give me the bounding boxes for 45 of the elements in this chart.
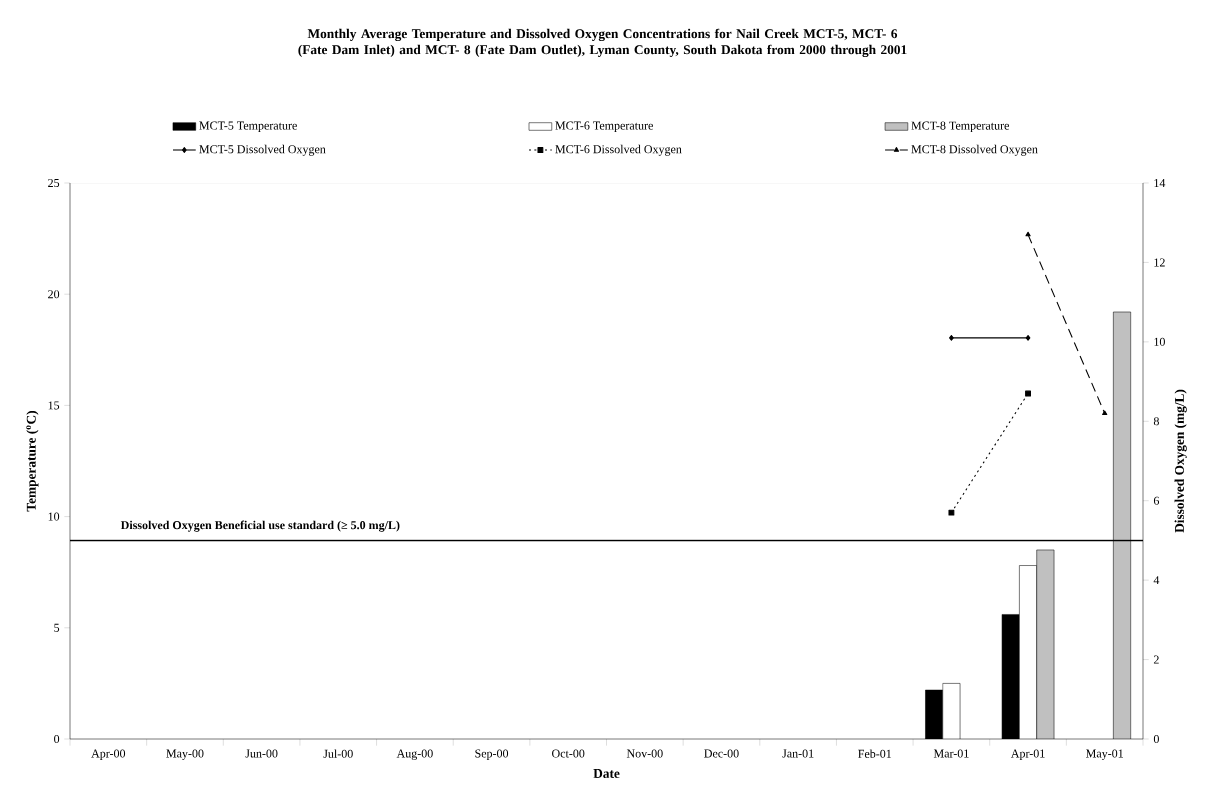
point bbox=[948, 509, 955, 516]
y2-tick-label: 0 bbox=[1153, 734, 1159, 744]
x-tick-label: Oct-00 bbox=[552, 749, 585, 758]
legend-label: MCT-5 Dissolved Oxygen bbox=[199, 144, 326, 156]
y2-tick-label: 8 bbox=[1153, 417, 1159, 426]
y-tick-label: 25 bbox=[48, 178, 60, 188]
y2-tick-label: 4 bbox=[1153, 576, 1160, 585]
x-tick-label: Jan-01 bbox=[782, 749, 814, 758]
x-tick-label: Apr-00 bbox=[91, 749, 126, 760]
y2-tick-label: 6 bbox=[1153, 496, 1160, 505]
ref-line-label: Dissolved Oxygen Beneficial use standard (≥ 5.0 mg/L) bbox=[120, 520, 400, 532]
legend-label: MCT-8 Dissolved Oxygen bbox=[911, 144, 1038, 156]
bar bbox=[1036, 549, 1055, 739]
x-tick-label: Feb-01 bbox=[858, 749, 892, 758]
y2-tick-label: 2 bbox=[1153, 655, 1159, 664]
y-tick-label: 20 bbox=[48, 290, 60, 299]
x-tick-label: Apr-01 bbox=[1010, 749, 1045, 760]
legend-label: MCT-6 Dissolved Oxygen bbox=[555, 144, 682, 156]
chart-title: Monthly Average Temperature and Dissolved Oxygen Concentrations for Nail Creek MCT-5, MCT- 6 (Fate Dam Inlet) and MCT- 8 (Fate Dam Outlet), Lyman County, South Dakota from 2000 through 2001 bbox=[298, 28, 907, 58]
y-tick-label: 0 bbox=[54, 734, 60, 744]
x-tick-label: May-00 bbox=[166, 749, 204, 760]
y-tick-label: 15 bbox=[48, 401, 60, 410]
legend-label: MCT-6 Temperature bbox=[555, 121, 653, 133]
bar bbox=[1113, 311, 1131, 739]
y-tick-label: 10 bbox=[48, 512, 60, 521]
x-tick-label: Jul-00 bbox=[323, 749, 353, 758]
y2-tick-label: 10 bbox=[1154, 337, 1165, 346]
x-tick-label: Mar-01 bbox=[933, 749, 969, 758]
point bbox=[1025, 390, 1031, 397]
y2-axis-title: Dissolved Oxygen (mg/L) bbox=[1174, 389, 1187, 533]
point bbox=[1025, 334, 1031, 341]
x-tick-label: Sep-00 bbox=[475, 749, 509, 760]
y2-tick-label: 12 bbox=[1154, 258, 1165, 267]
legend-label: MCT-5 Temperature bbox=[199, 121, 297, 133]
x-tick-label: Aug-00 bbox=[396, 749, 433, 760]
legend-label: MCT-8 Temperature bbox=[911, 121, 1009, 133]
x-tick-label: Jun-00 bbox=[245, 749, 278, 758]
y-tick-label: 5 bbox=[54, 623, 60, 632]
x-tick-label: May-01 bbox=[1086, 749, 1123, 760]
y2-tick-label: 14 bbox=[1154, 179, 1166, 187]
x-tick-label: Dec-00 bbox=[704, 749, 739, 758]
point bbox=[949, 334, 954, 341]
x-tick-label: Nov-00 bbox=[626, 749, 663, 758]
y-axis-title: Temperature ($^{o}$C) bbox=[26, 410, 39, 512]
x-axis-title: Date bbox=[593, 769, 620, 778]
